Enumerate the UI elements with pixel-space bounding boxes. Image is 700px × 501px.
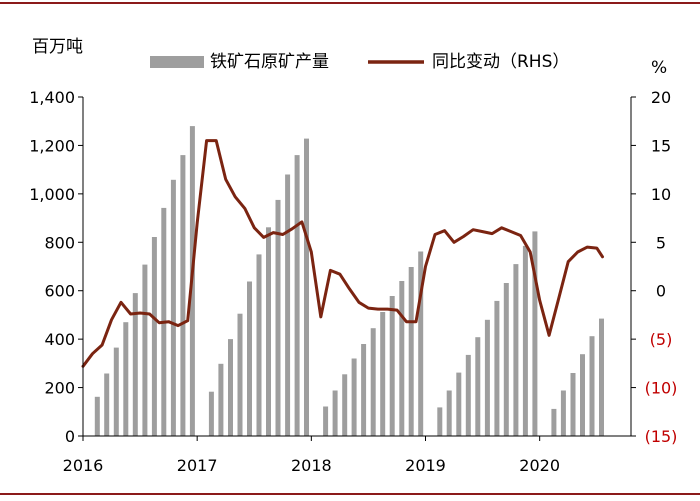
- bar: [513, 264, 519, 436]
- bar: [532, 231, 538, 436]
- x-axis-ticks: 2016 2017 2018 2019 2020: [63, 436, 560, 475]
- legend-bar-label: 铁矿石原矿产量: [210, 52, 329, 72]
- bar: [132, 293, 138, 436]
- bar: [503, 283, 509, 436]
- bar: [351, 358, 357, 436]
- legend-bar-swatch: [150, 56, 204, 68]
- bar: [465, 354, 471, 436]
- left-unit-label: 百万吨: [32, 37, 83, 57]
- bar: [247, 281, 252, 436]
- bar: [570, 373, 576, 436]
- bar: [294, 155, 300, 436]
- left-axis-ticks: 0 200 400 600 800 1,000 1,200 1,400: [29, 88, 83, 446]
- x-tick-label: 2018: [291, 456, 332, 475]
- bar: [237, 313, 243, 436]
- bar: [342, 374, 348, 436]
- bar: [170, 179, 176, 437]
- bar: [560, 390, 566, 436]
- bar: [104, 373, 110, 436]
- bar: [418, 251, 424, 436]
- bar: [180, 155, 186, 436]
- bar: [599, 318, 604, 436]
- bar: [218, 363, 224, 436]
- bar-series: [94, 126, 604, 437]
- right-tick-label: 15: [651, 136, 671, 155]
- bar: [589, 336, 595, 436]
- bar: [408, 267, 414, 436]
- yoy-line: [81, 139, 604, 368]
- bar: [285, 174, 291, 436]
- bar: [361, 344, 367, 436]
- bar: [113, 347, 119, 436]
- right-tick-label: (15): [645, 427, 678, 446]
- x-tick-label: 2016: [63, 456, 104, 475]
- x-tick-label: 2019: [405, 456, 446, 475]
- left-tick-label: 1,200: [29, 136, 75, 155]
- right-tick-label: 20: [651, 88, 671, 107]
- bar: [304, 138, 309, 436]
- x-tick-label: 2017: [177, 456, 218, 475]
- bar: [256, 254, 262, 436]
- left-tick-label: 400: [44, 330, 75, 349]
- legend: 铁矿石原矿产量 同比变动（RHS）: [150, 52, 569, 72]
- right-tick-label: (10): [645, 379, 678, 398]
- bar: [142, 264, 148, 436]
- bar: [380, 312, 386, 436]
- legend-line-label: 同比变动（RHS）: [432, 52, 569, 72]
- bar: [494, 300, 500, 436]
- bar: [522, 245, 528, 436]
- bar: [475, 337, 481, 436]
- left-tick-label: 1,000: [29, 185, 75, 204]
- bar: [275, 199, 281, 436]
- bar: [446, 390, 452, 436]
- left-tick-label: 200: [44, 379, 75, 398]
- bar: [580, 354, 585, 436]
- left-tick-label: 800: [44, 233, 75, 252]
- x-tick-label: 2020: [519, 456, 560, 475]
- right-tick-label: 0: [656, 282, 666, 301]
- bar: [123, 322, 129, 436]
- bar: [484, 319, 490, 436]
- bar: [399, 281, 405, 436]
- right-unit-label: %: [651, 58, 667, 78]
- bar: [94, 396, 100, 436]
- bar: [456, 372, 462, 436]
- left-tick-label: 600: [44, 282, 75, 301]
- bar: [332, 390, 338, 436]
- bar: [389, 296, 395, 436]
- left-tick-label: 1,400: [29, 88, 75, 107]
- bar: [323, 406, 329, 436]
- bar: [208, 391, 214, 436]
- bar: [228, 339, 233, 436]
- bar: [151, 237, 157, 436]
- right-axis-ticks: (15) (10) (5) 0 5 10 15 20: [631, 88, 677, 446]
- right-tick-label: 10: [651, 185, 671, 204]
- bar: [370, 328, 376, 436]
- right-tick-label: (5): [650, 330, 673, 349]
- left-tick-label: 0: [65, 427, 75, 446]
- bar: [437, 407, 443, 436]
- right-tick-label: 5: [656, 233, 666, 252]
- bar: [551, 408, 557, 436]
- bar: [266, 227, 271, 436]
